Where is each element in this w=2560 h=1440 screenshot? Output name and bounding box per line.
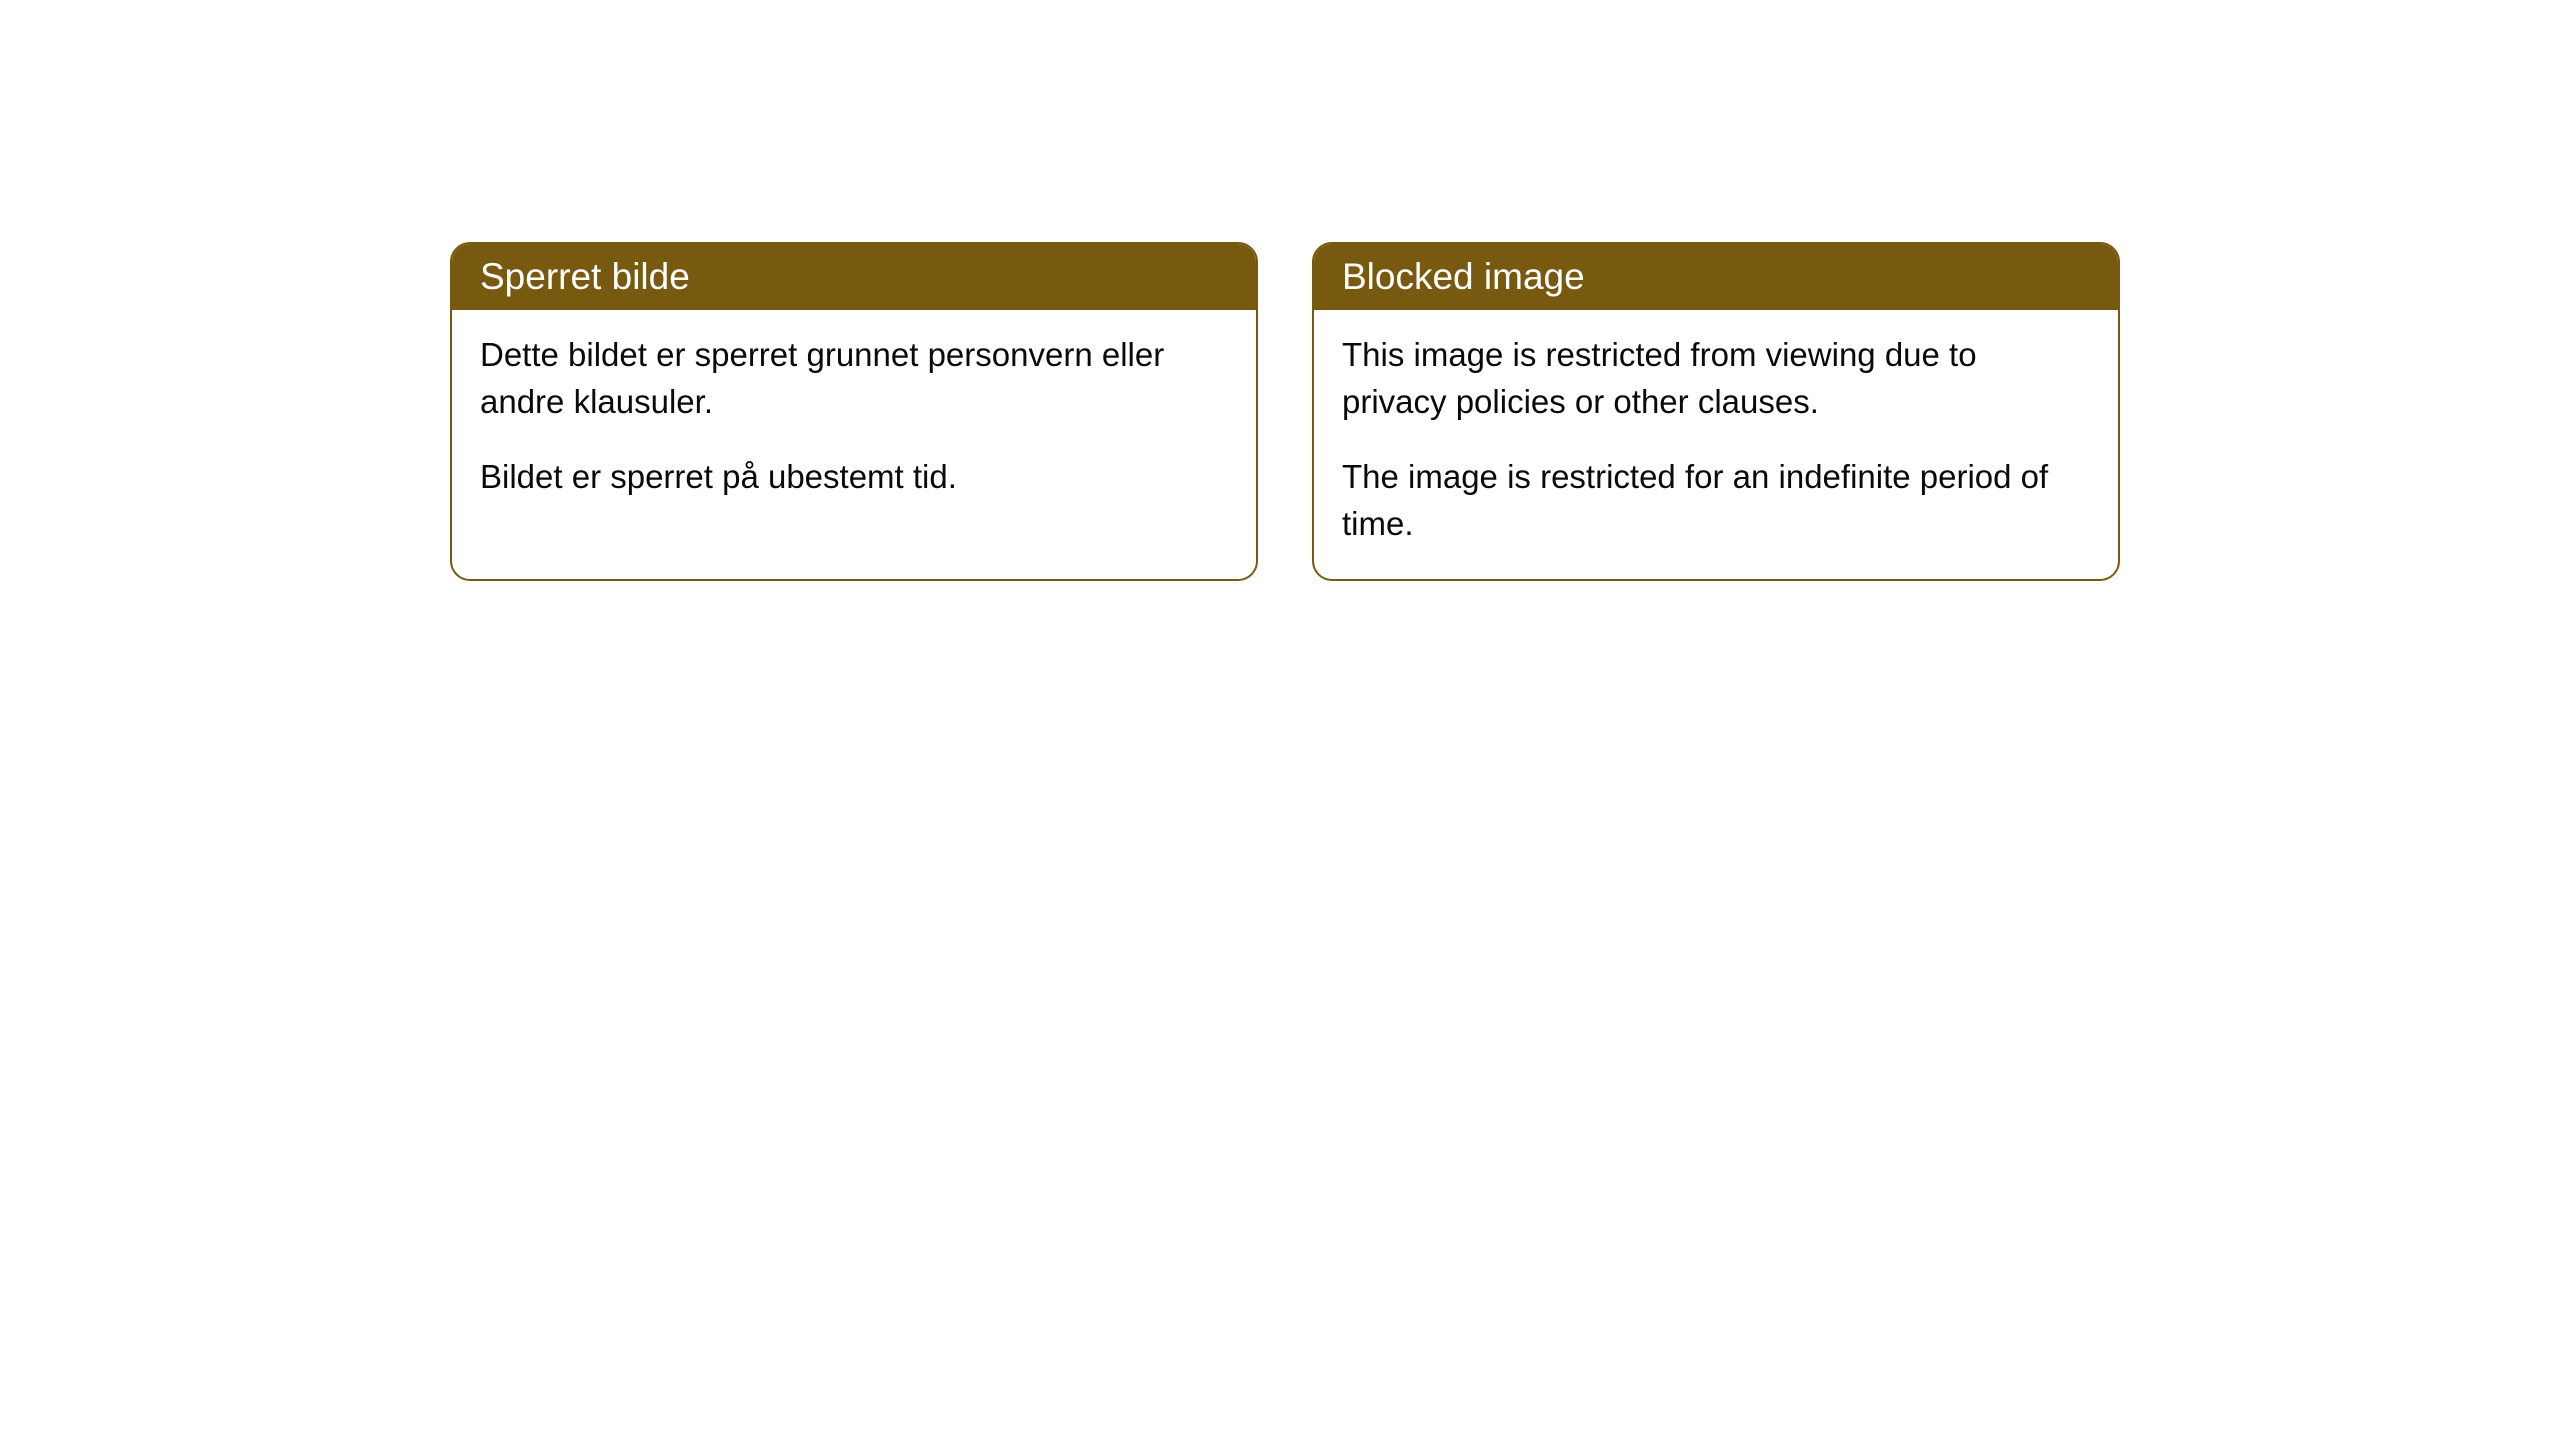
card-norwegian: Sperret bilde Dette bildet er sperret gr… <box>450 242 1258 581</box>
card-header-norwegian: Sperret bilde <box>452 244 1256 310</box>
card-header-english: Blocked image <box>1314 244 2118 310</box>
card-body-english: This image is restricted from viewing du… <box>1314 310 2118 579</box>
card-paragraph: The image is restricted for an indefinit… <box>1342 454 2090 548</box>
card-paragraph: Dette bildet er sperret grunnet personve… <box>480 332 1228 426</box>
card-english: Blocked image This image is restricted f… <box>1312 242 2120 581</box>
card-paragraph: Bildet er sperret på ubestemt tid. <box>480 454 1228 501</box>
cards-container: Sperret bilde Dette bildet er sperret gr… <box>450 242 2120 581</box>
card-body-norwegian: Dette bildet er sperret grunnet personve… <box>452 310 1256 533</box>
card-paragraph: This image is restricted from viewing du… <box>1342 332 2090 426</box>
